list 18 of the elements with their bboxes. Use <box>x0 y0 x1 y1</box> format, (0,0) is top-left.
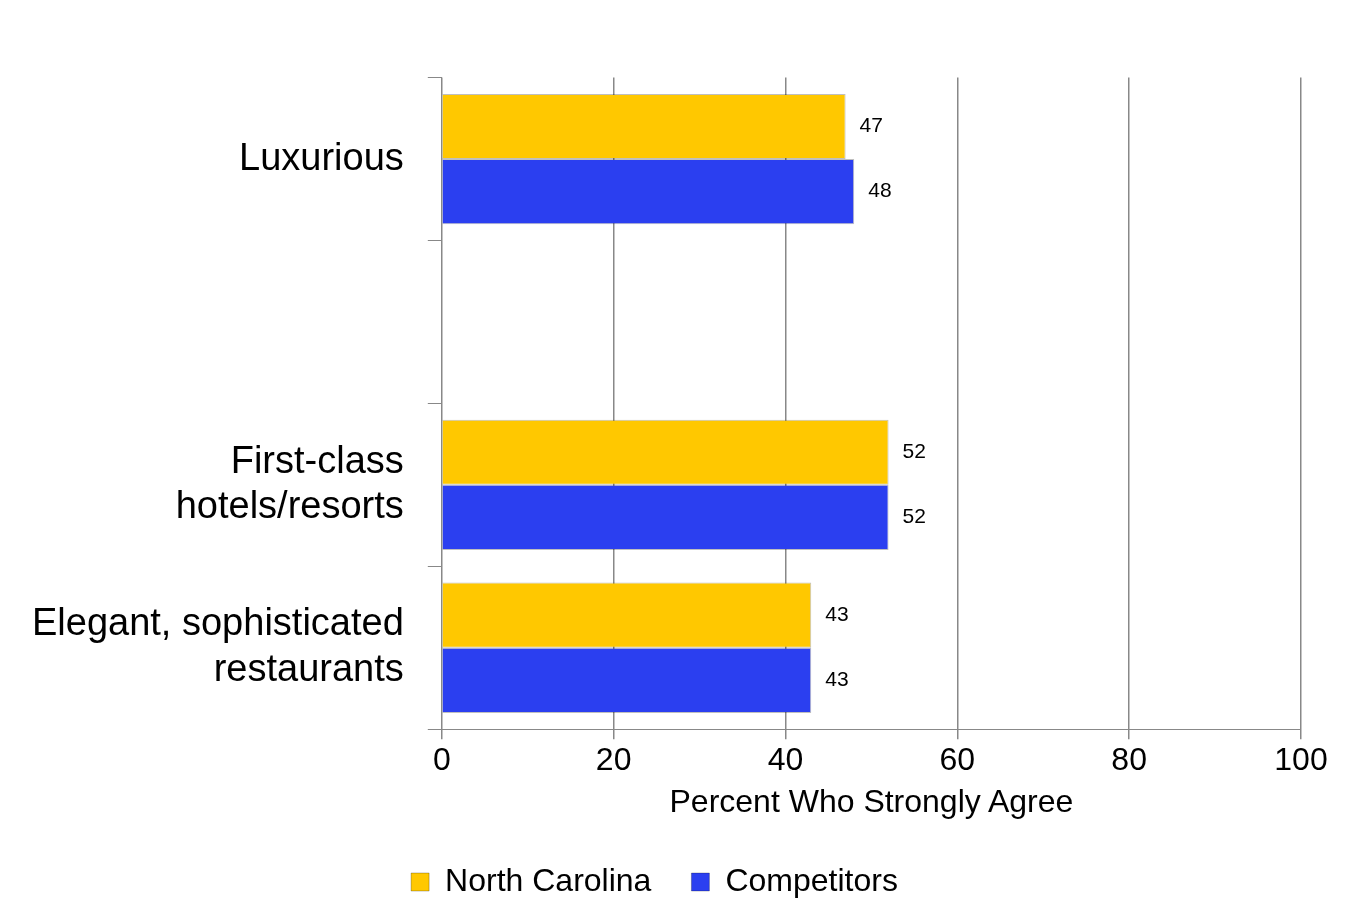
data-label: 52 <box>902 504 926 528</box>
x-tick-label: 100 <box>1274 741 1328 778</box>
data-label: 48 <box>868 178 892 202</box>
x-tick-label: 0 <box>432 741 451 778</box>
data-label: 43 <box>825 601 849 625</box>
x-tick-label: 60 <box>939 741 976 778</box>
data-label: 43 <box>825 667 849 691</box>
x-tick-label: 80 <box>1111 741 1147 778</box>
x-tick-label: 40 <box>767 741 804 778</box>
x-axis-title: Percent Who Strongly Agree <box>669 782 1074 819</box>
legend-label: North Carolina <box>445 861 652 898</box>
legend-label: Competitors <box>725 861 898 898</box>
y-tick-label: Luxurious <box>239 135 404 178</box>
y-tick-label: Elegant, sophisticated restaurants <box>31 601 404 690</box>
data-label: 52 <box>902 439 926 463</box>
y-tick-label: First-class hotels/resorts <box>175 438 404 527</box>
x-tick-label: 20 <box>595 741 632 778</box>
data-label: 47 <box>859 113 883 137</box>
